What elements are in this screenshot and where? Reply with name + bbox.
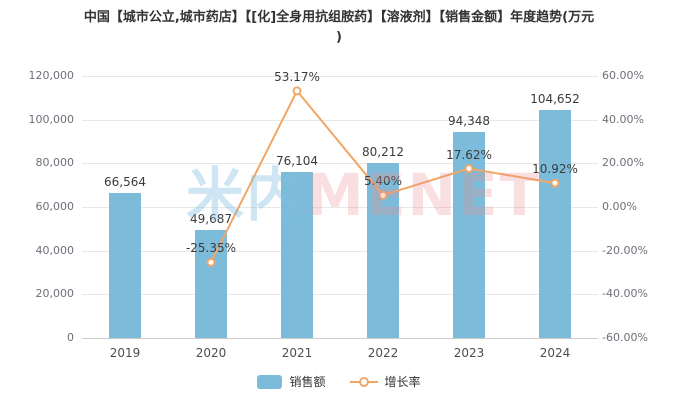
sales-bar[interactable] bbox=[539, 109, 571, 338]
gridline bbox=[82, 76, 598, 77]
right-axis-tick-label: 20.00% bbox=[602, 156, 644, 170]
growth-rate-point-marker[interactable] bbox=[206, 257, 216, 267]
bar-value-label: 94,348 bbox=[448, 114, 490, 128]
growth-rate-value-label: -25.35% bbox=[185, 241, 237, 256]
left-axis-tick-label: 60,000 bbox=[35, 200, 75, 213]
left-axis-tick-label: 0 bbox=[67, 331, 74, 344]
growth-rate-value-label: 10.92% bbox=[532, 162, 578, 177]
legend-label-growth: 增长率 bbox=[384, 375, 421, 389]
gridline bbox=[82, 250, 598, 252]
bar-value-label: 104,652 bbox=[530, 91, 580, 106]
left-axis-tick-label: 20,000 bbox=[35, 287, 75, 301]
growth-rate-point-marker[interactable] bbox=[464, 164, 474, 174]
growth-rate-value-label: 53.17% bbox=[274, 69, 320, 84]
x-axis-category-label: 2023 bbox=[453, 346, 485, 360]
left-axis-tick-label: 80,000 bbox=[35, 156, 75, 170]
line-legend-marker-icon bbox=[349, 375, 378, 389]
gridline bbox=[82, 207, 598, 208]
right-axis-tick-label: 0.00% bbox=[602, 200, 637, 213]
x-axis-category-label: 2020 bbox=[195, 346, 227, 360]
growth-rate-point-marker[interactable] bbox=[378, 190, 388, 200]
right-axis-tick-label: -20.00% bbox=[602, 243, 648, 257]
sales-bar[interactable] bbox=[109, 192, 141, 338]
chart-title-line1: 中国【城市公立,城市药店】【[化]全身用抗组胺药】【溶液剂】【销售金额】年度趋势… bbox=[83, 10, 595, 25]
growth-rate-value-label: 5.40% bbox=[363, 174, 403, 189]
growth-rate-point-marker[interactable] bbox=[292, 86, 302, 96]
chart-title: 中国【城市公立,城市药店】【[化]全身用抗组胺药】【溶液剂】【销售金额】年度趋势… bbox=[19, 8, 659, 48]
sales-bar[interactable] bbox=[281, 171, 313, 338]
gridline bbox=[82, 294, 598, 296]
bar-value-label: 80,212 bbox=[362, 144, 404, 159]
gridline bbox=[82, 119, 598, 121]
sales-bar[interactable] bbox=[195, 229, 227, 338]
legend: 销售额 增长率 bbox=[0, 373, 678, 390]
right-axis-tick-label: 60.00% bbox=[602, 69, 644, 82]
bar-legend-swatch-icon bbox=[257, 374, 283, 389]
bar-value-label: 76,104 bbox=[276, 153, 318, 168]
x-axis-category-label: 2022 bbox=[367, 346, 399, 360]
right-axis-tick-label: -40.00% bbox=[602, 287, 648, 301]
growth-rate-line bbox=[206, 86, 560, 267]
growth-rate-value-label: 17.62% bbox=[446, 147, 492, 162]
left-axis-tick-label: 40,000 bbox=[35, 243, 75, 257]
left-axis-tick-label: 100,000 bbox=[28, 112, 75, 126]
gridline bbox=[82, 163, 598, 165]
chart-title-line2: ) bbox=[336, 30, 342, 45]
right-axis-tick-label: 40.00% bbox=[602, 112, 644, 126]
growth-rate-point-marker[interactable] bbox=[550, 178, 560, 188]
x-axis-category-label: 2024 bbox=[539, 346, 571, 360]
bar-value-label: 49,687 bbox=[190, 211, 232, 226]
legend-item-sales[interactable]: 销售额 bbox=[257, 373, 326, 390]
x-axis-line bbox=[82, 338, 598, 339]
legend-item-growth[interactable]: 增长率 bbox=[349, 373, 421, 390]
left-axis-tick-label: 120,000 bbox=[28, 69, 75, 82]
bar-value-label: 66,564 bbox=[104, 174, 146, 189]
legend-label-sales: 销售额 bbox=[289, 375, 326, 389]
right-axis-tick-label: -60.00% bbox=[602, 331, 648, 344]
x-axis-category-label: 2019 bbox=[109, 346, 141, 360]
x-axis-category-label: 2021 bbox=[281, 346, 313, 360]
